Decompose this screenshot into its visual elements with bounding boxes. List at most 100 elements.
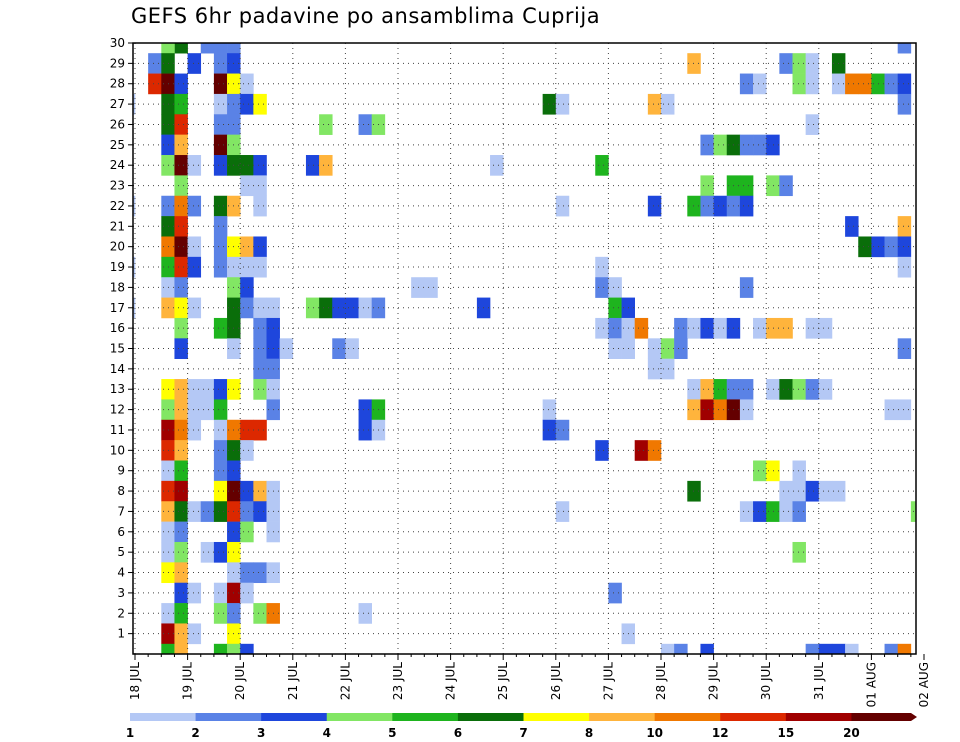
heatmap-cell [739,399,754,421]
heatmap-cell [608,338,622,359]
heatmap-cell [253,297,267,319]
heatmap-cell [555,501,570,522]
heatmap-cell [700,317,714,339]
heatmap-cell [174,399,188,421]
heatmap-cell [858,236,872,258]
heatmap-cell [792,379,806,400]
heatmap-cell [779,53,793,74]
heatmap-cell [358,603,372,624]
axis-layer: 1234567891011121314151617181920212223242… [110,36,931,707]
heatmap-cell [174,480,188,502]
heatmap-cell [490,155,504,176]
heatmap-cell [845,643,859,655]
heatmap-cell [897,643,912,655]
heatmap-cell [174,521,188,543]
y-tick-label: 7 [117,504,125,518]
heatmap-cell [213,603,228,624]
x-tick-label: 22 JUL [338,662,352,700]
x-tick-label: 28 JUL [654,662,668,700]
heatmap-cell [148,53,162,74]
y-tick-label: 28 [110,77,125,91]
heatmap-cell [739,195,754,217]
heatmap-cell [253,419,267,441]
heatmap-cell [661,358,675,380]
heatmap-cell [174,643,188,655]
heatmap-cell [213,317,228,339]
heatmap-cell [174,562,188,584]
heatmap-cell [187,582,202,604]
heatmap-cell [739,277,754,298]
heatmap-cell [213,155,228,176]
heatmap-cell [174,277,188,298]
heatmap-cell [174,541,188,563]
heatmap-cell [213,501,228,522]
y-tick-label: 26 [110,117,125,131]
colorbar-label: 20 [843,726,860,740]
heatmap-cell [240,277,254,298]
heatmap-cell [805,480,820,502]
colorbar-label: 6 [454,726,462,740]
heatmap-cell [687,53,701,74]
heatmap-cell [884,643,898,655]
y-tick-label: 3 [117,586,125,600]
heatmap-cell [174,216,188,237]
y-tick-label: 8 [117,484,125,498]
y-tick-label: 5 [117,545,125,559]
heatmap-cell [187,419,202,441]
heatmap-cell [897,256,912,278]
heatmap-cell [897,236,912,258]
heatmap-cell [133,195,136,217]
heatmap-cell [792,460,806,482]
heatmap-cell [805,114,820,135]
heatmap-cell [253,603,267,624]
heatmap-cell [240,93,254,115]
heatmap-cell [779,379,793,400]
y-tick-label: 20 [110,240,125,254]
x-tick-label: 24 JUL [444,662,458,700]
heatmap-cell [187,501,202,522]
heatmap-cell [542,419,557,441]
heatmap-cell [674,317,688,339]
heatmap-cell [213,379,228,400]
heatmap-cell [753,73,767,95]
heatmap-cell [187,379,202,400]
heatmap-cell [818,317,833,339]
heatmap-cell [687,195,701,217]
heatmap-cell [240,155,254,176]
heatmap-cell [174,603,188,624]
heatmap-cell [174,195,188,217]
heatmap-cell [240,236,254,258]
heatmap-cell [700,175,714,197]
heatmap-cell [253,338,267,359]
heatmap-cell [240,175,254,197]
heatmap-cell [845,216,859,237]
heatmap-cell [805,53,820,74]
heatmap-cell [739,175,754,197]
heatmap-cell [174,460,188,482]
y-tick-label: 11 [110,423,125,437]
heatmap-cell [174,175,188,197]
heatmap-cell [424,277,438,298]
heatmap-cell [766,460,780,482]
heatmap-cell [174,338,188,359]
colorbar-label: 4 [323,726,331,740]
heatmap-cell [766,501,780,522]
y-tick-label: 16 [110,321,125,335]
heatmap-cell [187,155,202,176]
heatmap-cell [687,480,701,502]
heatmap-cell [713,399,728,421]
heatmap-cell [634,440,649,461]
heatmap-cell [253,195,267,217]
heatmap-cell [739,73,754,95]
heatmap-cell [647,195,662,217]
heatmap-cell [897,216,912,237]
y-tick-label: 12 [110,403,125,417]
heatmap-cell [174,114,188,135]
heatmap-cell [213,256,228,278]
heatmap-cell [647,338,662,359]
heatmap-cell [279,338,294,359]
heatmap-cell [897,73,912,95]
colorbar-segment [326,713,393,721]
heatmap-cell [253,236,267,258]
